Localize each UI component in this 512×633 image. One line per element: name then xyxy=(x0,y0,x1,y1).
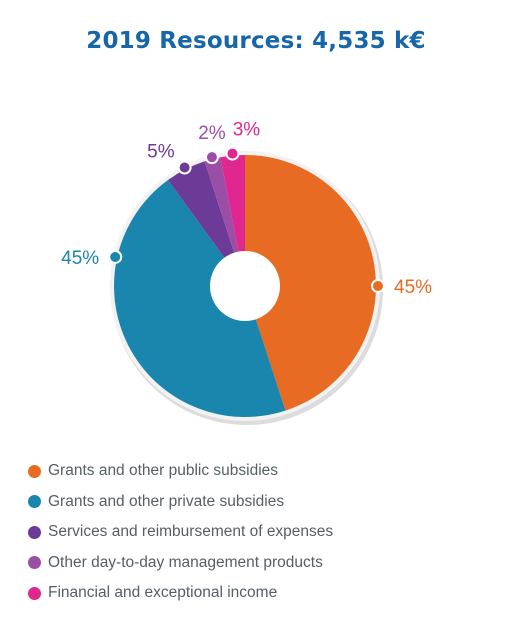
slice-label-2: 5% xyxy=(147,141,175,162)
slice-label-1: 45% xyxy=(61,248,99,269)
legend-label: Grants and other public subsidies xyxy=(48,462,279,480)
chart-title: 2019 Resources: 4,535 k€ xyxy=(86,28,426,54)
slice-marker-0 xyxy=(371,279,385,293)
donut-chart: 45% 45% 5% 2% 3% xyxy=(61,120,432,425)
legend-swatch xyxy=(28,525,41,539)
slice-0 xyxy=(245,155,376,411)
legend-item: Financial and exceptional income xyxy=(28,578,333,609)
slice-marker-1 xyxy=(108,249,123,264)
legend-swatch xyxy=(28,556,41,570)
slice-label-4: 3% xyxy=(233,120,261,141)
legend-swatch xyxy=(28,495,41,509)
slice-2 xyxy=(168,161,245,286)
legend-label: Other day-to-day management products xyxy=(48,553,323,571)
slice-1 xyxy=(114,180,286,417)
legend-label: Grants and other private subsidies xyxy=(48,492,285,510)
legend-item: Other day-to-day management products xyxy=(28,548,333,579)
slice-marker-2 xyxy=(177,160,192,175)
legend-item: Grants and other public subsidies xyxy=(28,456,333,487)
slice-marker-3 xyxy=(204,150,219,165)
legend-label: Financial and exceptional income xyxy=(48,584,278,602)
legend-item: Grants and other private subsidies xyxy=(28,487,333,518)
slice-label-0: 45% xyxy=(394,277,432,298)
legend-swatch xyxy=(28,464,41,478)
legend-swatch xyxy=(28,586,41,600)
chart-legend: Grants and other public subsidies Grants … xyxy=(28,456,333,609)
donut-hole xyxy=(210,251,280,321)
legend-item: Services and reimbursement of expenses xyxy=(28,517,333,548)
slice-label-3: 2% xyxy=(198,123,226,144)
legend-label: Services and reimbursement of expenses xyxy=(48,523,334,541)
slice-marker-4 xyxy=(225,146,240,161)
